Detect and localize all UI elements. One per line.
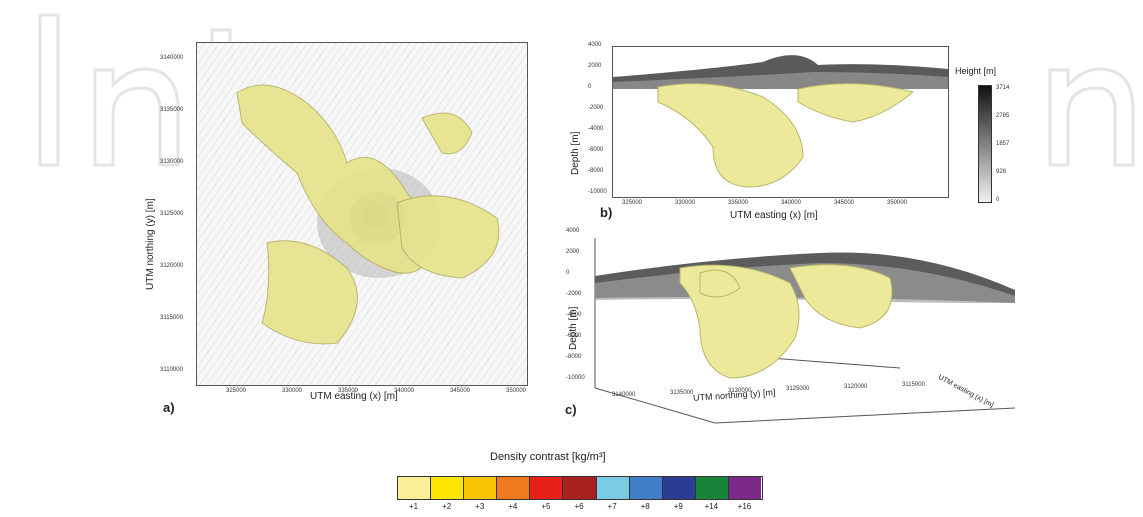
panel-c-x-tick: 3140000 [612, 392, 636, 398]
legend-title: Density contrast [kg/m³] [490, 451, 606, 463]
panel-a-letter: a) [163, 400, 175, 415]
panel-c-bodies [679, 264, 893, 379]
panel-b-x-tick: 350000 [887, 200, 908, 206]
panel-a-x-tick: 340000 [394, 388, 415, 394]
density-swatch [497, 477, 531, 499]
density-tick-label: +7 [607, 502, 617, 511]
panel-b-x-tick: 335000 [728, 200, 749, 206]
panel-b-x-tick: 325000 [622, 200, 643, 206]
height-bar-tick: 0 [996, 197, 1000, 203]
density-swatch [464, 477, 498, 499]
panel-c-y-tick: -10000 [566, 375, 585, 381]
density-tick-label: +14 [704, 502, 719, 511]
panel-a-x-tick: 335000 [338, 388, 359, 394]
density-swatch [629, 477, 663, 499]
density-swatch [530, 477, 564, 499]
panel-b-ylabel: Depth [m] [570, 131, 581, 175]
panel-c-x-tick: 3135000 [670, 390, 694, 396]
density-swatch [431, 477, 465, 499]
panel-b-y-tick: 4000 [588, 42, 602, 48]
panel-a-y-tick: 3115000 [160, 315, 183, 321]
panel-b-y-tick: -6000 [588, 147, 604, 153]
density-colorbar [397, 476, 763, 500]
density-swatch [563, 477, 597, 499]
height-bar-tick: 3714 [996, 85, 1010, 91]
height-bar-label: Height [m] [955, 66, 997, 76]
density-swatch [695, 477, 729, 499]
panel-b-letter: b) [600, 205, 613, 220]
panel-b-x-tick: 345000 [834, 200, 855, 206]
panel-b-y-tick: 0 [588, 84, 592, 90]
panel-b-plot [613, 55, 948, 188]
panel-a-xlabel: UTM easting (x) [m] [310, 391, 398, 402]
panel-b-y-tick: -4000 [588, 126, 604, 132]
panel-b-y-tick: -2000 [588, 105, 604, 111]
height-bar-tick: 928 [996, 169, 1007, 175]
density-tick-label: +5 [541, 502, 551, 511]
panel-a-y-tick: 3120000 [160, 263, 184, 269]
density-swatch [596, 477, 630, 499]
density-swatch [398, 477, 432, 499]
panel-a-y-tick: 3140000 [160, 55, 184, 61]
density-tick-label: +3 [475, 502, 485, 511]
panel-b-y-tick: -10000 [588, 189, 607, 195]
panel-c-letter: c) [565, 402, 577, 417]
terrain-map [197, 43, 527, 385]
density-tick-label: +4 [508, 502, 518, 511]
panel-a-y-tick: 3110000 [160, 367, 183, 373]
panel-c-x-tick: 3130000 [728, 388, 752, 394]
panel-a-x-tick: 330000 [282, 388, 303, 394]
panel-b-y-tick: 2000 [588, 63, 602, 69]
panel-c-x-tick: 3125000 [786, 386, 810, 392]
panel-b-cross-section [612, 46, 949, 198]
density-swatch [662, 477, 696, 499]
panel-b-x-tick: 340000 [781, 200, 802, 206]
panel-c-y-tick: -8000 [566, 354, 582, 360]
panel-a-x-tick: 345000 [450, 388, 471, 394]
height-colorbar [978, 85, 992, 203]
panel-c-y-tick: 4000 [566, 228, 580, 234]
panel-a-x-tick: 325000 [226, 388, 247, 394]
panel-a-map [196, 42, 528, 386]
density-tick-label: +16 [737, 502, 752, 511]
panel-b-x-tick: 330000 [675, 200, 696, 206]
density-tick-label: +9 [673, 502, 683, 511]
panel-b-xlabel: UTM easting (x) [m] [730, 210, 818, 221]
panel-a-x-tick: 350000 [506, 388, 527, 394]
panel-c-ylabel: Depth [m] [568, 306, 579, 350]
height-bar-tick: 2785 [996, 113, 1010, 119]
panel-a-y-tick: 3130000 [160, 159, 184, 165]
panel-c-y-tick: -6000 [566, 333, 582, 339]
density-tick-label: +2 [442, 502, 452, 511]
density-tick-label: +8 [640, 502, 650, 511]
panel-a-y-tick: 3135000 [160, 107, 184, 113]
panel-c-y-tick: -2000 [566, 291, 582, 297]
panel-c-x-tick: 3115000 [902, 382, 925, 388]
panel-b-bodies [657, 83, 915, 188]
density-swatch [728, 477, 761, 499]
panel-a-ylabel: UTM northing (y) [m] [145, 198, 156, 290]
height-bar-tick: 1857 [996, 141, 1010, 147]
density-tick-label: +6 [574, 502, 584, 511]
panel-c-y-tick: 2000 [566, 249, 580, 255]
panel-c-3d-view [594, 238, 1016, 424]
panel-c-y-tick: 0 [566, 270, 570, 276]
panel-a-y-tick: 3125000 [160, 211, 184, 217]
density-body-shapes [236, 84, 500, 345]
panel-b-y-tick: -8000 [588, 168, 604, 174]
density-tick-label: +1 [408, 502, 419, 511]
panel-c-x-tick: 3120000 [844, 384, 868, 390]
panel-c-y-tick: -4000 [566, 312, 582, 318]
